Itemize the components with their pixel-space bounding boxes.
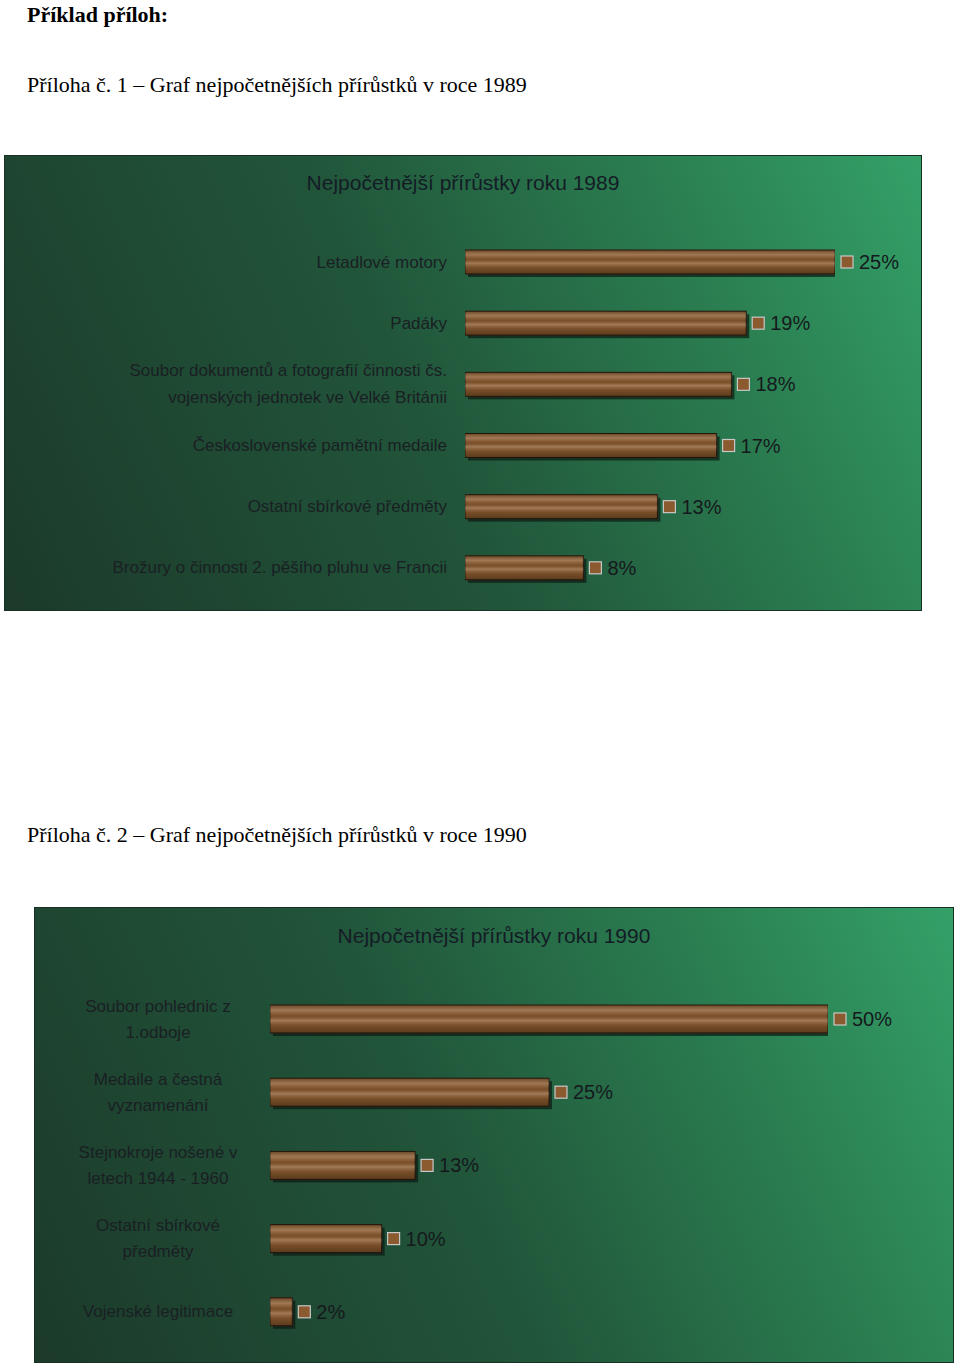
svg-text:Československé pamětní medaile: Československé pamětní medaile — [193, 436, 447, 455]
svg-text:25%: 25% — [859, 251, 899, 273]
svg-text:8%: 8% — [607, 557, 636, 579]
svg-text:Soubor pohlednic z1.odboje: Soubor pohlednic z1.odboje — [85, 997, 231, 1042]
svg-text:50%: 50% — [852, 1008, 892, 1030]
html-text:Příloha č. 1 – Graf nejpočetně: Příloha č. 1 – Graf nejpočetnějších přír… — [27, 72, 527, 97]
svg-text:13%: 13% — [681, 496, 721, 518]
svg-text:Ostatní sbírkovépředměty: Ostatní sbírkovépředměty — [96, 1216, 220, 1261]
svg-text:Ostatní sbírkové předměty: Ostatní sbírkové předměty — [248, 497, 448, 516]
svg-text:13%: 13% — [439, 1154, 479, 1176]
svg-text:2%: 2% — [316, 1301, 345, 1323]
svg-text:19%: 19% — [770, 312, 810, 334]
html-text:Příklad příloh:: Příklad příloh: — [27, 2, 169, 27]
svg-text:17%: 17% — [741, 435, 781, 457]
svg-text:Letadlové motory: Letadlové motory — [317, 253, 448, 272]
svg-text:Padáky: Padáky — [390, 314, 447, 333]
svg-text:Soubor dokumentů a fotografií: Soubor dokumentů a fotografií činnosti č… — [129, 361, 447, 407]
svg-text:Vojenské legitimace: Vojenské legitimace — [83, 1302, 233, 1321]
svg-text:25%: 25% — [573, 1081, 613, 1103]
svg-text:18%: 18% — [755, 373, 795, 395]
svg-text:10%: 10% — [406, 1228, 446, 1250]
html-text:Příloha č. 2 – Graf nejpočetně: Příloha č. 2 – Graf nejpočetnějších přír… — [27, 822, 527, 847]
svg-text:Stejnokroje nošené vletech 194: Stejnokroje nošené vletech 1944 - 1960 — [79, 1143, 238, 1188]
html-text:Nejpočetnější přírůstky roku 1: Nejpočetnější přírůstky roku 1990 — [337, 924, 651, 947]
svg-text:Medaile a čestnávyznamenání: Medaile a čestnávyznamenání — [94, 1070, 223, 1115]
svg-text:Brožury o činnosti 2. pěšího p: Brožury o činnosti 2. pěšího pluhu ve Fr… — [112, 558, 447, 577]
html-text:Nejpočetnější přírůstky roku 1: Nejpočetnější přírůstky roku 1989 — [306, 171, 620, 194]
